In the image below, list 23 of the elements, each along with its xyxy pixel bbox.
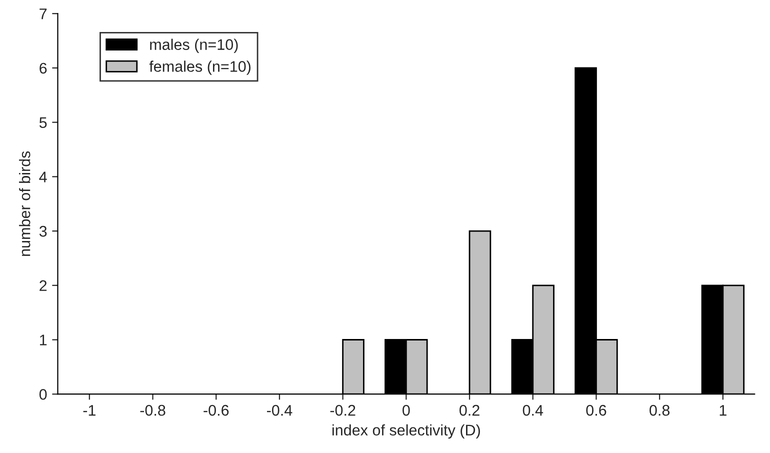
- legend-label: males (n=10): [150, 38, 238, 53]
- y-tick-label: 3: [39, 226, 47, 237]
- x-tick-label: -0.4: [266, 404, 292, 416]
- x-tick-label: -0.8: [140, 404, 166, 416]
- x-tick-label: -0.6: [204, 404, 229, 416]
- x-tick-label: 1: [720, 405, 726, 416]
- y-tick-label: 2: [40, 280, 47, 291]
- x-tick-label: 0.8: [650, 404, 670, 416]
- x-tick-label: -1: [83, 405, 96, 416]
- legend-label: females (n=10): [149, 60, 250, 75]
- y-tick-label: 4: [39, 172, 47, 182]
- y-tick-label: 6: [40, 62, 47, 74]
- y-tick-label: 0: [39, 388, 47, 400]
- x-tick-label: -0.2: [330, 404, 356, 416]
- x-tick-label: 0.6: [586, 404, 606, 416]
- x-tick-label: 0.2: [460, 404, 480, 416]
- x-axis-title: index of selectivity (D): [332, 424, 480, 439]
- y-tick-label: 1: [40, 334, 47, 346]
- y-tick-label: 7: [40, 8, 47, 20]
- y-axis-title: number of birds: [19, 151, 30, 256]
- y-tick-label: 5: [39, 117, 47, 128]
- x-tick-label: 0: [402, 404, 410, 416]
- x-tick-label: 0.4: [522, 404, 544, 416]
